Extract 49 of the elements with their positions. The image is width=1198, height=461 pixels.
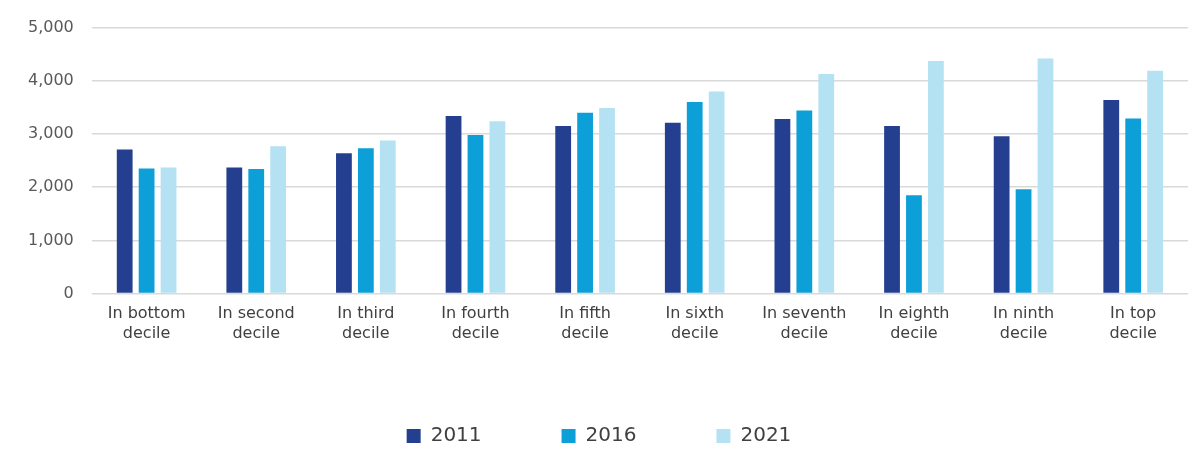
bar	[226, 167, 243, 293]
bar	[270, 146, 287, 293]
x-tick-label: In eighth decile	[878, 303, 950, 342]
bar	[357, 148, 374, 293]
y-tick-label: 3,000	[27, 123, 74, 143]
x-tick-label: In second decile	[217, 303, 295, 342]
bar	[248, 169, 265, 293]
bar	[1015, 189, 1032, 293]
x-tick-label: In sixth decile	[665, 303, 725, 342]
bar	[1147, 70, 1164, 293]
bar	[708, 91, 725, 293]
bar	[577, 112, 593, 293]
bar	[1103, 99, 1120, 293]
bar	[336, 153, 352, 293]
x-tick-label: In seventh decile	[762, 303, 847, 342]
bar	[116, 149, 133, 293]
bar	[774, 119, 791, 293]
bar	[160, 167, 177, 293]
bar	[993, 136, 1010, 293]
x-tick-label: In bottom decile	[107, 303, 186, 342]
y-tick-label: 0	[63, 282, 74, 302]
bar	[599, 107, 615, 293]
bar	[138, 168, 155, 293]
bar	[379, 140, 396, 293]
y-tick-label: 5,000	[27, 16, 74, 36]
y-tick-label: 2,000	[27, 176, 74, 196]
bar	[906, 195, 922, 293]
bar	[1037, 58, 1054, 293]
bar	[686, 102, 703, 293]
bar	[927, 61, 944, 293]
bar	[664, 122, 681, 293]
bar	[1125, 118, 1142, 293]
x-tick-label: In third decile	[337, 303, 395, 342]
bar	[467, 135, 484, 293]
x-tick-label: In fifth decile	[559, 303, 611, 342]
bar	[818, 73, 835, 293]
bar	[489, 121, 506, 293]
legend-label: 2016	[585, 422, 637, 447]
bar	[555, 126, 572, 293]
legend-label: 2011	[430, 422, 482, 447]
bar	[884, 126, 900, 293]
y-tick-label: 4,000	[27, 69, 74, 89]
bar	[445, 115, 462, 293]
bar	[796, 110, 813, 293]
y-tick-label: 1,000	[27, 229, 74, 249]
legend-label: 2021	[740, 422, 792, 447]
x-tick-label: In top decile	[1109, 303, 1157, 342]
x-tick-label: In ninth decile	[993, 303, 1055, 342]
x-tick-label: In fourth decile	[441, 303, 510, 342]
